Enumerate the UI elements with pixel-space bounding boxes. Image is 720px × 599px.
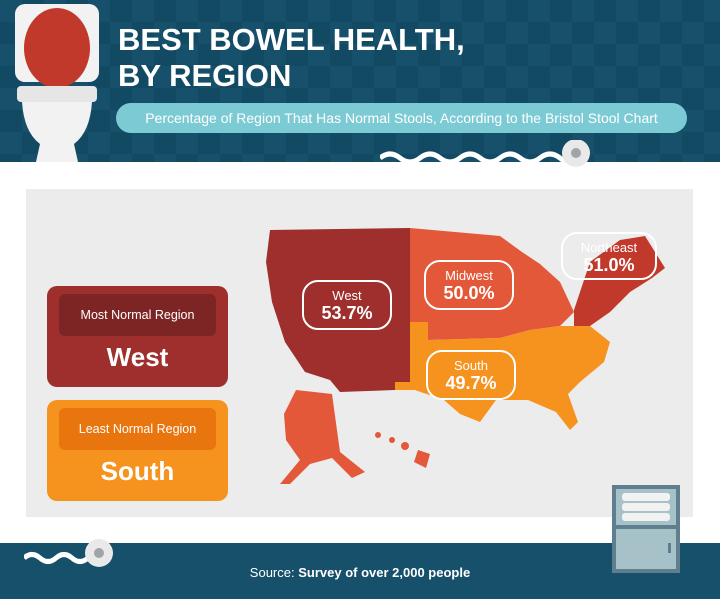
- most-normal-label: Most Normal Region: [59, 294, 216, 336]
- label-midwest: Midwest 50.0%: [424, 260, 514, 310]
- title-line-1: BEST BOWEL HEALTH,: [118, 22, 465, 57]
- header-banner: [0, 0, 720, 162]
- title-line-2: BY REGION: [118, 58, 292, 93]
- midwest-name: Midwest: [445, 268, 493, 283]
- west-name: West: [332, 288, 362, 303]
- least-normal-label: Least Normal Region: [59, 408, 216, 450]
- least-normal-value: South: [100, 456, 175, 486]
- footer-bar: [0, 543, 720, 599]
- source-value: Survey of over 2,000 people: [298, 565, 471, 580]
- region-northeast: [574, 236, 665, 326]
- most-normal-value: West: [106, 342, 169, 372]
- south-name: South: [454, 358, 488, 373]
- label-south: South 49.7%: [426, 350, 516, 400]
- region-south: [395, 322, 610, 430]
- label-west: West 53.7%: [302, 280, 392, 330]
- us-region-map: [266, 228, 665, 484]
- page-title: BEST BOWEL HEALTH, BY REGION: [118, 22, 465, 94]
- cabinet-icon: [612, 485, 680, 573]
- most-normal-card: Most Normal Region West: [47, 286, 228, 387]
- toilet-icon: [15, 4, 99, 162]
- toilet-paper-roll-icon: [24, 539, 113, 567]
- region-west: [266, 228, 410, 392]
- subtitle: Percentage of Region That Has Normal Sto…: [116, 103, 687, 133]
- toilet-paper-roll-icon: [380, 140, 590, 167]
- west-percent: 53.7%: [321, 303, 373, 323]
- label-northeast: Northeast 51.0%: [561, 232, 657, 280]
- northeast-percent: 51.0%: [583, 255, 635, 275]
- region-alaska: [280, 390, 365, 484]
- region-midwest: [410, 228, 574, 340]
- region-hawaii: [375, 432, 430, 468]
- source-text: Source: Survey of over 2,000 people: [0, 565, 720, 580]
- south-percent: 49.7%: [445, 373, 497, 393]
- midwest-percent: 50.0%: [443, 283, 495, 303]
- northeast-name: Northeast: [580, 240, 638, 255]
- checker-pattern: [0, 0, 720, 162]
- source-label: Source:: [249, 565, 295, 580]
- least-normal-card: Least Normal Region South: [47, 400, 228, 501]
